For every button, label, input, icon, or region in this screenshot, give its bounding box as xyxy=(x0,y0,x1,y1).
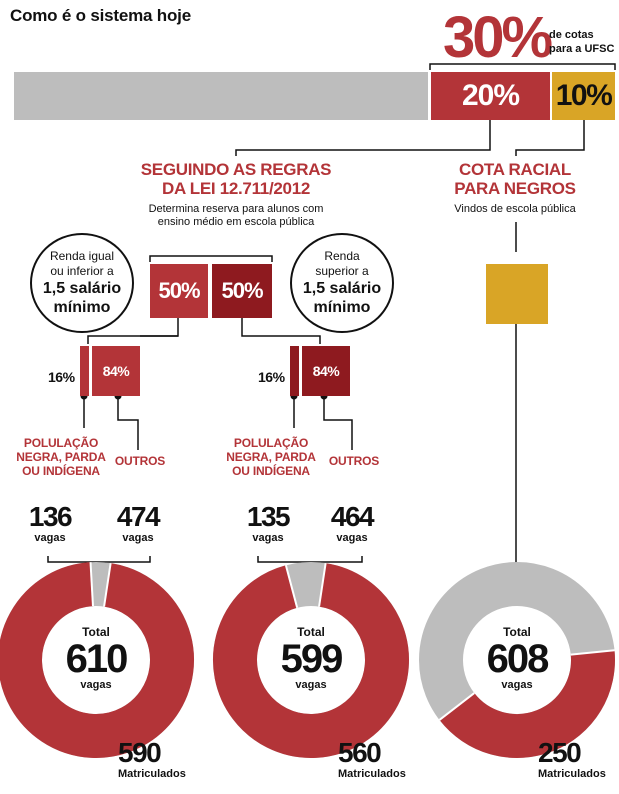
donut2-filled: 560 Matriculados xyxy=(338,737,406,781)
low-income-box: 50% xyxy=(150,264,208,318)
group1-vagas-left: 136 vagas xyxy=(28,501,73,545)
bubble-high-income: Renda superior a 1,5 salário mínimo xyxy=(290,233,394,333)
donut-3-separator-2 xyxy=(438,692,475,721)
bar-racial-share: 10% xyxy=(552,72,615,120)
donut-1-hole xyxy=(43,607,149,713)
bar-remaining xyxy=(14,72,428,120)
donut-1-filled-arc xyxy=(0,562,194,758)
donut2-center: Total 599 vagas xyxy=(280,625,344,692)
group1-vagas-right: 474 vagas xyxy=(116,501,161,545)
donut-3-separator-1 xyxy=(570,649,615,656)
group2-big-box: 84% xyxy=(302,346,350,396)
donut-2-filled-arc xyxy=(213,563,409,758)
group2-label-left: POLULAÇÃO NEGRA, PARDA OU INDÍGENA xyxy=(226,436,316,478)
donut-2-separator-1 xyxy=(318,562,327,607)
group2-vagas-right: 464 vagas xyxy=(330,501,375,545)
donut-3-hole xyxy=(464,607,570,713)
group1-small-box xyxy=(80,346,89,396)
group1-small-pct: 16% xyxy=(48,369,75,385)
bubble-low-income: Renda igual ou inferior a 1,5 salário mí… xyxy=(30,233,134,333)
donut-1-separator-2 xyxy=(89,562,94,607)
group2-small-pct: 16% xyxy=(258,369,285,385)
donut3-filled: 250 Matriculados xyxy=(538,737,606,781)
group2-small-box xyxy=(290,346,299,396)
page-title: Como é o sistema hoje xyxy=(10,6,191,25)
donut1-center: Total 610 vagas xyxy=(65,625,129,692)
donut-2-hole xyxy=(258,607,364,713)
donut3-center: Total 608 vagas xyxy=(486,625,550,692)
bar-law-share: 20% xyxy=(431,72,550,120)
racial-section-heading: COTA RACIAL PARA NEGROS Vindos de escola… xyxy=(454,160,576,215)
law-section-heading: SEGUINDO AS REGRAS DA LEI 12.711/2012 De… xyxy=(140,160,332,228)
group1-label-right: OUTROS xyxy=(114,454,166,468)
group2-label-right: OUTROS xyxy=(328,454,380,468)
racial-box xyxy=(486,264,548,324)
group1-label-left: POLULAÇÃO NEGRA, PARDA OU INDÍGENA xyxy=(16,436,106,478)
donut-2-separator-2 xyxy=(284,565,299,609)
quota-note: de cotas para a UFSC xyxy=(549,29,615,55)
group1-big-box: 84% xyxy=(92,346,140,396)
quota-percent: 30% xyxy=(443,5,553,70)
group2-vagas-left: 135 vagas xyxy=(246,501,291,545)
donut-3-filled-arc xyxy=(439,650,615,758)
high-income-box: 50% xyxy=(212,264,272,318)
donut-1-separator-1 xyxy=(103,562,112,607)
donut1-filled: 590 Matriculados xyxy=(118,737,186,781)
